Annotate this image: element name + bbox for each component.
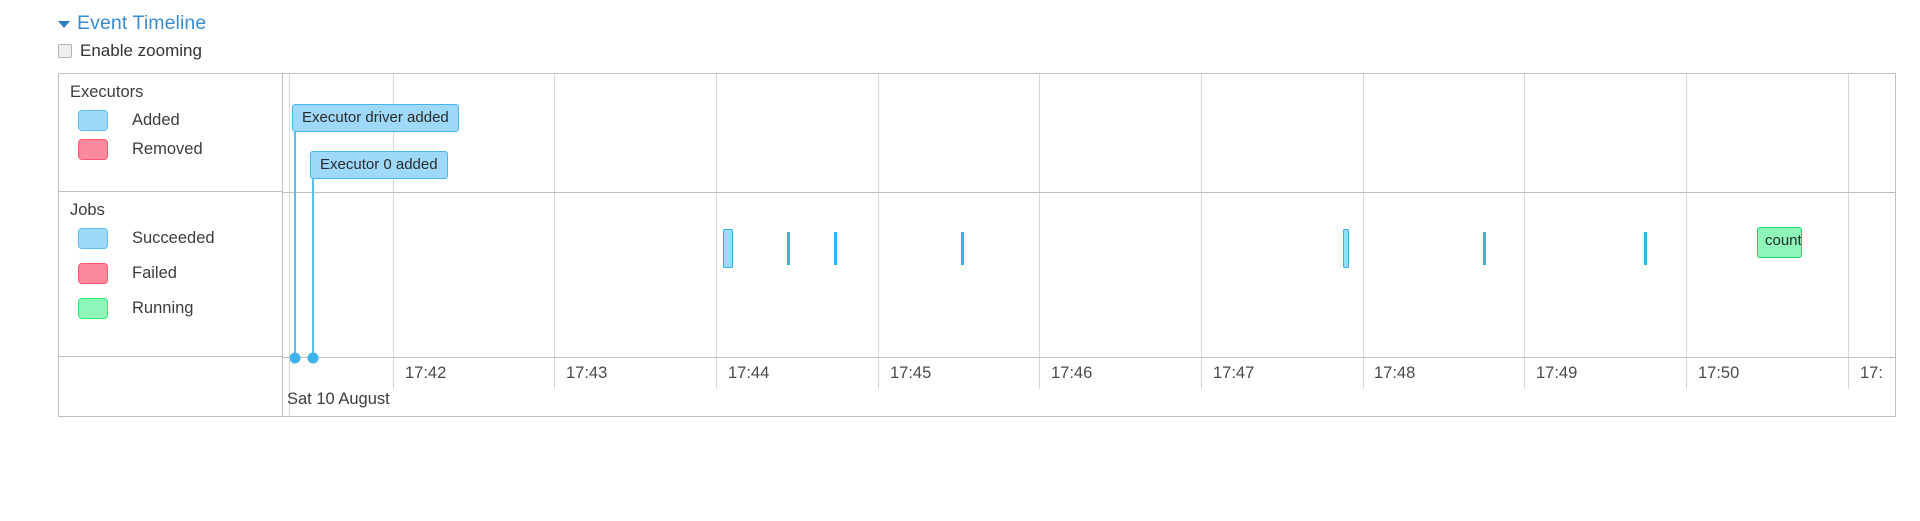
job-event-tick[interactable] <box>787 232 790 265</box>
job-event-tick[interactable] <box>723 229 733 268</box>
time-axis: 17:42 17:43 17:44 17:45 17:46 17:47 17:48 17:49… <box>283 358 1895 416</box>
executor-event-box[interactable]: Executor 0 added <box>310 151 448 179</box>
axis-time-label: 17:47 <box>1213 364 1255 382</box>
legend-item-failed: Failed <box>78 263 177 284</box>
axis-time-label: 17:46 <box>1051 364 1093 382</box>
job-event-tick[interactable] <box>961 232 964 265</box>
gridline <box>554 74 555 357</box>
caret-down-icon <box>58 20 70 28</box>
axis-time-label: 17:49 <box>1536 364 1578 382</box>
timeline-content[interactable]: Executor driver added Executor 0 added co… <box>283 74 1895 416</box>
timeline-legend-column: Executors Added Removed Jobs Succeeded <box>59 74 283 416</box>
legend-item-succeeded: Succeeded <box>78 228 215 249</box>
swatch-added-icon <box>78 110 108 131</box>
gridline <box>1848 74 1849 357</box>
event-timeline-toggle[interactable]: Event Timeline <box>58 12 206 34</box>
enable-zooming-row: Enable zooming <box>58 41 202 61</box>
group-title-jobs: Jobs <box>70 201 105 219</box>
executor-event-line <box>312 169 314 357</box>
axis-tick <box>878 358 879 389</box>
axis-time-label: 17:48 <box>1374 364 1416 382</box>
axis-major-separator <box>289 389 290 416</box>
axis-time-label: 17:44 <box>728 364 770 382</box>
legend-item-running: Running <box>78 298 193 319</box>
axis-time-label: 17: <box>1860 364 1883 382</box>
axis-tick <box>393 358 394 389</box>
gridline <box>1201 74 1202 357</box>
axis-tick <box>1686 358 1687 389</box>
job-event-box[interactable]: count <box>1757 227 1802 258</box>
swatch-failed-icon <box>78 263 108 284</box>
legend-label-failed: Failed <box>132 264 177 282</box>
axis-tick <box>1201 358 1202 389</box>
enable-zooming-label: Enable zooming <box>80 41 202 60</box>
gridline <box>1524 74 1525 357</box>
executor-event-line <box>294 122 296 357</box>
job-event-tick[interactable] <box>1483 232 1486 265</box>
job-event-tick[interactable] <box>834 232 837 265</box>
group-separator <box>283 192 1895 193</box>
gridline <box>1686 74 1687 357</box>
legend-axis-filler <box>59 357 282 416</box>
legend-label-succeeded: Succeeded <box>132 229 215 247</box>
axis-time-label: 17:45 <box>890 364 932 382</box>
axis-tick <box>1363 358 1364 389</box>
swatch-succeeded-icon <box>78 228 108 249</box>
axis-time-label: 17:43 <box>566 364 608 382</box>
axis-tick <box>1039 358 1040 389</box>
gridline <box>1363 74 1364 357</box>
legend-item-added: Added <box>78 110 180 131</box>
axis-time-label: 17:50 <box>1698 364 1740 382</box>
axis-tick <box>289 358 290 389</box>
legend-label-added: Added <box>132 111 180 129</box>
axis-time-label: 17:42 <box>405 364 447 382</box>
gridline <box>289 74 290 357</box>
gridline <box>393 74 394 357</box>
axis-tick <box>1524 358 1525 389</box>
job-event-tick[interactable] <box>1343 229 1349 268</box>
enable-zooming-checkbox[interactable] <box>58 44 72 58</box>
axis-separator <box>283 357 1895 358</box>
gridline <box>716 74 717 357</box>
axis-major-label: Sat 10 August <box>287 390 390 408</box>
gridline <box>1039 74 1040 357</box>
swatch-running-icon <box>78 298 108 319</box>
executor-event-dot[interactable] <box>307 352 319 364</box>
legend-item-removed: Removed <box>78 139 203 160</box>
swatch-removed-icon <box>78 139 108 160</box>
job-event-tick[interactable] <box>1644 232 1647 265</box>
executor-event-dot[interactable] <box>289 352 301 364</box>
group-title-executors: Executors <box>70 83 144 101</box>
timeline-frame: Executors Added Removed Jobs Succeeded <box>58 73 1896 417</box>
legend-group-jobs: Jobs Succeeded Failed Running <box>59 192 282 357</box>
axis-tick <box>716 358 717 389</box>
axis-tick <box>554 358 555 389</box>
legend-group-executors: Executors Added Removed <box>59 74 282 192</box>
legend-label-removed: Removed <box>132 140 203 158</box>
legend-label-running: Running <box>132 299 194 317</box>
executor-event-box[interactable]: Executor driver added <box>292 104 459 132</box>
axis-tick <box>1848 358 1849 389</box>
gridline <box>878 74 879 357</box>
page-title: Event Timeline <box>77 12 207 34</box>
